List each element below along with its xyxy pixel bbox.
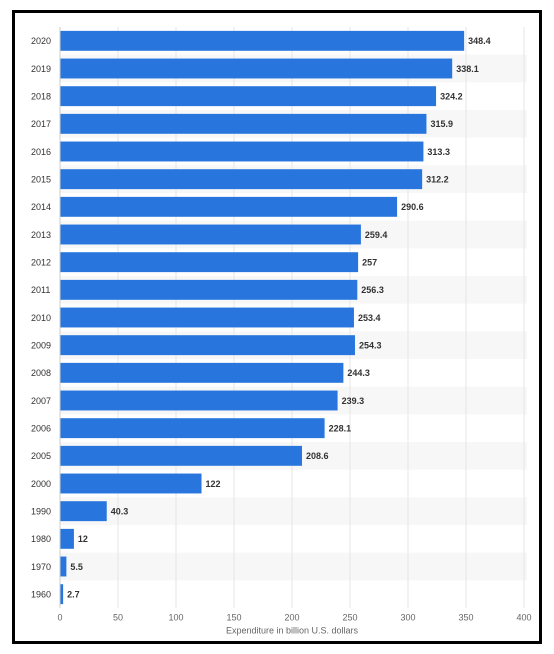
bar <box>60 584 64 605</box>
y-tick-label: 1990 <box>31 507 51 517</box>
bar <box>60 30 465 51</box>
bar <box>60 86 437 107</box>
data-label: 122 <box>206 479 221 489</box>
data-label: 338.1 <box>456 64 479 74</box>
y-tick-label: 2007 <box>31 396 51 406</box>
bar <box>60 528 74 549</box>
y-tick-label: 2013 <box>31 230 51 240</box>
y-tick-label: 2009 <box>31 341 51 351</box>
x-tick-label: 200 <box>284 612 299 622</box>
x-tick-label: 400 <box>516 612 531 622</box>
data-label: 256.3 <box>361 285 384 295</box>
y-tick-label: 2010 <box>31 313 51 323</box>
y-tick-label: 1980 <box>31 534 51 544</box>
y-tick-label: 2005 <box>31 451 51 461</box>
bar <box>60 362 344 383</box>
data-label: 228.1 <box>329 424 352 434</box>
data-label: 5.5 <box>70 562 83 572</box>
data-label: 254.3 <box>359 341 382 351</box>
bar <box>60 335 355 356</box>
data-label: 259.4 <box>365 230 388 240</box>
bar <box>60 113 427 134</box>
data-label: 40.3 <box>111 507 129 517</box>
y-tick-label: 2014 <box>31 202 51 212</box>
x-tick-label: 300 <box>400 612 415 622</box>
bar <box>60 556 67 577</box>
bar <box>60 501 107 522</box>
y-tick-label: 2017 <box>31 119 51 129</box>
x-axis-label: Expenditure in billion U.S. dollars <box>226 625 359 635</box>
x-tick-label: 50 <box>113 612 123 622</box>
y-tick-label: 2000 <box>31 479 51 489</box>
y-tick-label: 2019 <box>31 64 51 74</box>
data-label: 312.2 <box>426 175 449 185</box>
y-tick-label: 2012 <box>31 258 51 268</box>
row-stripe <box>60 497 527 525</box>
data-label: 257 <box>362 258 377 268</box>
bar <box>60 141 424 162</box>
y-tick-label: 2018 <box>31 92 51 102</box>
data-label: 290.6 <box>401 202 424 212</box>
row-stripe <box>60 552 527 581</box>
bar <box>60 390 338 411</box>
bar <box>60 58 453 79</box>
bar <box>60 169 423 190</box>
bar <box>60 224 361 245</box>
bar <box>60 196 398 217</box>
y-tick-label: 2020 <box>31 36 51 46</box>
data-label: 348.4 <box>468 36 491 46</box>
bar <box>60 252 359 273</box>
bar <box>60 445 302 466</box>
y-tick-label: 2008 <box>31 368 51 378</box>
y-tick-label: 2015 <box>31 175 51 185</box>
x-tick-label: 150 <box>226 612 241 622</box>
bar <box>60 279 358 300</box>
data-label: 313.3 <box>427 147 450 157</box>
y-tick-label: 2006 <box>31 424 51 434</box>
bar <box>60 418 325 439</box>
data-label: 208.6 <box>306 451 329 461</box>
y-tick-label: 1960 <box>31 590 51 600</box>
bar <box>60 307 354 328</box>
data-label: 12 <box>78 534 88 544</box>
data-label: 253.4 <box>358 313 381 323</box>
data-label: 239.3 <box>342 396 365 406</box>
x-tick-label: 250 <box>342 612 357 622</box>
data-label: 244.3 <box>347 368 370 378</box>
data-label: 315.9 <box>430 119 453 129</box>
x-tick-label: 0 <box>57 612 62 622</box>
y-tick-label: 2016 <box>31 147 51 157</box>
y-tick-label: 1970 <box>31 562 51 572</box>
x-tick-label: 350 <box>458 612 473 622</box>
data-label: 324.2 <box>440 92 463 102</box>
bar <box>60 473 202 494</box>
data-label: 2.7 <box>67 590 80 600</box>
y-tick-label: 2011 <box>31 285 50 295</box>
x-tick-label: 100 <box>168 612 183 622</box>
